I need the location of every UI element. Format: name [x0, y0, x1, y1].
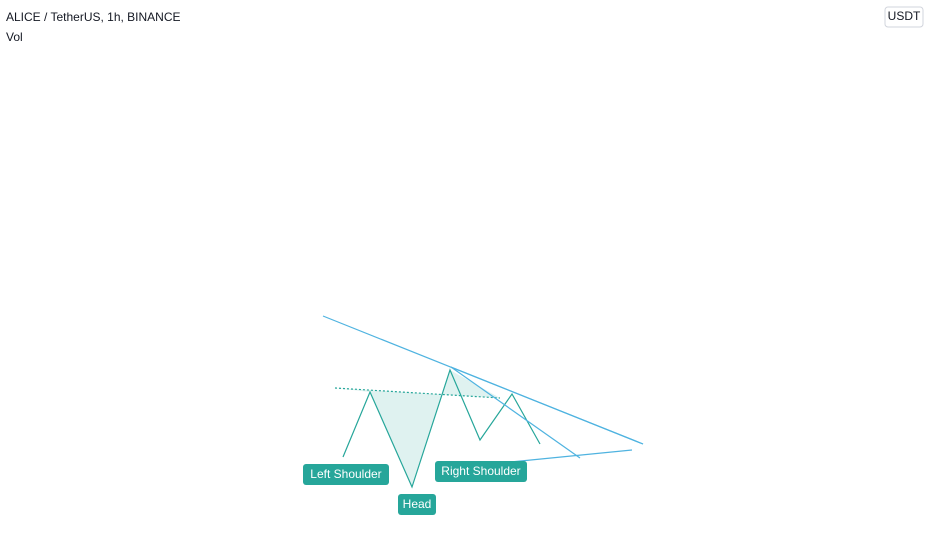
- trend-line: [450, 366, 581, 459]
- label-box: [398, 494, 436, 515]
- neckline: [334, 387, 501, 399]
- pattern-fill: [335, 370, 500, 487]
- annotation: Right Shoulder: [441, 464, 520, 478]
- volume-label: Vol: [6, 30, 23, 44]
- annotation: Left Shoulder: [310, 467, 381, 481]
- currency[interactable]: USDT: [888, 9, 921, 23]
- label-box: [303, 464, 389, 485]
- pattern-line: [342, 368, 541, 489]
- label-box: [435, 461, 527, 482]
- currency-button[interactable]: [884, 6, 924, 28]
- annotation: Head: [403, 497, 432, 511]
- chart-title: ALICE / TetherUS, 1h, BINANCE: [6, 10, 181, 24]
- annotations: Left Shoulder Head Right Shoulder: [303, 461, 527, 515]
- trend-line: [450, 366, 644, 445]
